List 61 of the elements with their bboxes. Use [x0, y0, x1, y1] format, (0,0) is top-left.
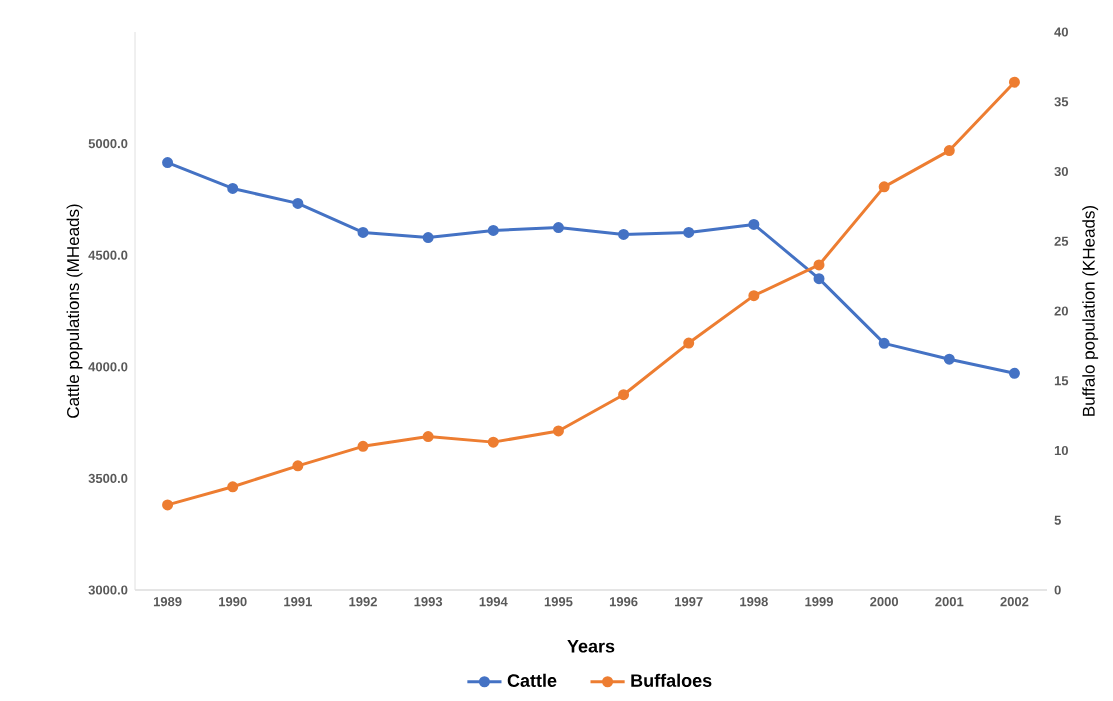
point — [878, 337, 890, 349]
point — [487, 224, 499, 236]
point — [162, 499, 174, 511]
y2-tick-label: 35 — [1054, 97, 1069, 107]
point — [1008, 367, 1020, 379]
x-tick-label: 1989 — [153, 597, 182, 607]
y-tick-label: 3000.0 — [88, 585, 128, 595]
y2-tick-label: 40 — [1054, 27, 1068, 37]
point — [1008, 76, 1020, 88]
point — [292, 460, 304, 472]
x-tick-label: 1995 — [544, 597, 573, 607]
point — [552, 222, 564, 234]
x-tick-label: 1992 — [349, 597, 377, 607]
x-tick-label: 2001 — [935, 597, 964, 607]
point — [227, 481, 239, 493]
point — [878, 181, 890, 193]
point — [162, 157, 174, 169]
y-tick-label: 4000.0 — [88, 362, 128, 372]
point — [683, 226, 695, 238]
point — [357, 226, 369, 238]
x-tick-label: 1996 — [609, 597, 638, 607]
x-tick-label: 2002 — [1000, 597, 1029, 607]
point — [422, 431, 434, 443]
point — [813, 259, 825, 271]
point — [422, 232, 434, 244]
y2-tick-label: 10 — [1054, 445, 1068, 456]
x-tick-label: 1997 — [675, 597, 703, 607]
x-tick-label: 1998 — [740, 597, 768, 607]
x-tick-label: 2000 — [870, 597, 899, 607]
point — [748, 290, 760, 302]
point — [552, 425, 564, 437]
y2-axis-title: Buffalo population (KHeads) — [1082, 205, 1099, 416]
x-tick-label: 1993 — [414, 597, 443, 607]
y2-tick-label: 15 — [1054, 376, 1069, 386]
legend-label: Cattle — [507, 673, 557, 687]
x-tick-label: 1990 — [219, 597, 247, 607]
y-tick-label: 5000.0 — [88, 139, 128, 149]
y2-tick-label: 20 — [1054, 306, 1068, 316]
x-axis-title: Years — [567, 640, 615, 653]
point — [748, 218, 760, 230]
point — [683, 337, 695, 349]
x-tick-label: 1994 — [479, 597, 508, 607]
point — [618, 389, 630, 401]
y-tick-label: 3500.0 — [88, 473, 128, 484]
point — [357, 440, 369, 452]
point — [813, 273, 825, 285]
point — [487, 436, 499, 448]
point — [943, 353, 955, 365]
point — [618, 228, 630, 240]
point — [943, 145, 955, 157]
point — [292, 197, 304, 209]
legend-label: Buffaloes — [631, 673, 712, 687]
y2-tick-label: 5 — [1054, 515, 1061, 525]
y2-tick-label: 30 — [1054, 166, 1068, 177]
y2-tick-label: 0 — [1054, 585, 1061, 595]
point — [227, 182, 239, 194]
x-tick-label: 1991 — [284, 597, 312, 607]
y-tick-label: 4500.0 — [88, 250, 128, 260]
y2-tick-label: 25 — [1054, 236, 1069, 246]
y-axis-title: Cattle populations (MHeads) — [66, 204, 83, 418]
x-tick-label: 1999 — [805, 597, 833, 607]
